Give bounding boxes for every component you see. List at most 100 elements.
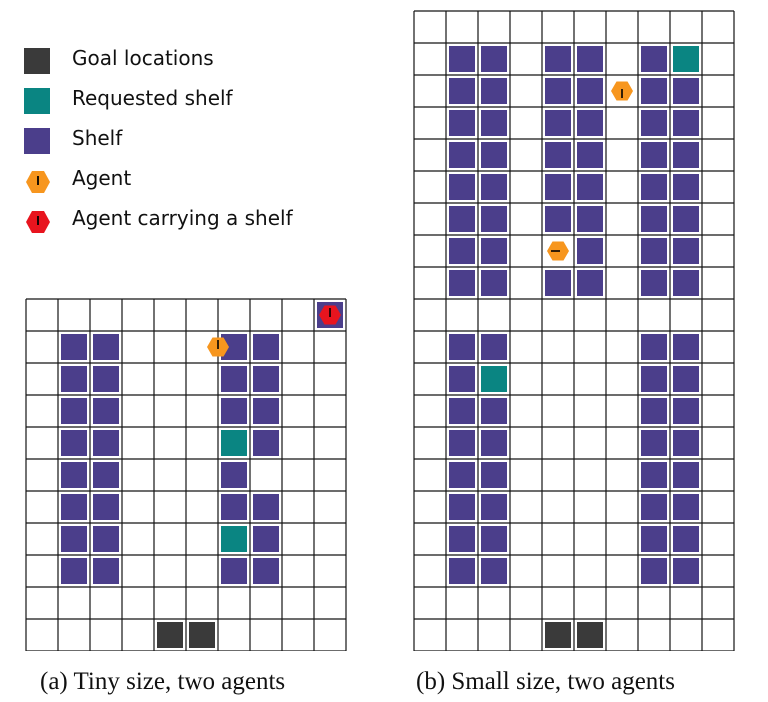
small-shelf [449, 206, 475, 232]
small-shelf [641, 46, 667, 72]
tiny-shelf [253, 366, 279, 392]
small-shelf [481, 526, 507, 552]
small-shelf [449, 366, 475, 392]
tiny-shelf [221, 494, 247, 520]
small-shelf [641, 398, 667, 424]
small-shelf [481, 430, 507, 456]
tiny-shelf [93, 462, 119, 488]
small-warehouse-grid [413, 10, 735, 651]
small-shelf [481, 334, 507, 360]
legend-label-agent: Agent [72, 166, 132, 190]
small-shelf [641, 270, 667, 296]
tiny-shelf [93, 558, 119, 584]
small-requested-shelf [673, 46, 699, 72]
small-shelf [449, 526, 475, 552]
small-shelf [481, 398, 507, 424]
small-shelf [641, 366, 667, 392]
legend-label-shelf: Shelf [72, 126, 123, 150]
small-shelf [673, 494, 699, 520]
small-shelf [481, 206, 507, 232]
small-shelf [449, 238, 475, 264]
small-shelf [673, 398, 699, 424]
small-shelf [641, 174, 667, 200]
tiny-shelf [253, 558, 279, 584]
agent-carrying-shelf-icon [26, 211, 50, 233]
small-shelf [673, 334, 699, 360]
tiny-shelf [61, 398, 87, 424]
small-shelf [545, 206, 571, 232]
small-shelf [449, 142, 475, 168]
small-shelf [641, 206, 667, 232]
tiny-shelf [253, 494, 279, 520]
small-shelf [673, 174, 699, 200]
small-agent [611, 81, 633, 101]
tiny-shelf [61, 334, 87, 360]
small-shelf [577, 110, 603, 136]
small-shelf [545, 270, 571, 296]
small-shelf [449, 110, 475, 136]
small-shelf [641, 558, 667, 584]
small-shelf [673, 558, 699, 584]
small-goal-location [577, 622, 603, 648]
tiny-shelf [61, 366, 87, 392]
tiny-shelf [253, 430, 279, 456]
small-shelf [641, 430, 667, 456]
caption-small: (b) Small size, two agents [416, 668, 675, 695]
small-agent [547, 241, 569, 261]
agent-icon [26, 171, 50, 193]
small-shelf [481, 558, 507, 584]
small-shelf [577, 142, 603, 168]
small-shelf [577, 78, 603, 104]
tiny-shelf [93, 398, 119, 424]
tiny-requested-shelf [221, 430, 247, 456]
tiny-shelf [253, 526, 279, 552]
tiny-requested-shelf [221, 526, 247, 552]
tiny-shelf [253, 334, 279, 360]
small-shelf [641, 462, 667, 488]
shelf-swatch [24, 128, 50, 154]
small-shelf [545, 110, 571, 136]
goal-swatch [24, 48, 50, 74]
small-shelf [641, 238, 667, 264]
small-shelf [673, 462, 699, 488]
small-shelf [449, 494, 475, 520]
tiny-agent [207, 337, 229, 357]
small-shelf [673, 110, 699, 136]
tiny-shelf [61, 430, 87, 456]
tiny-shelf [93, 494, 119, 520]
legend-label-requested: Requested shelf [72, 86, 233, 110]
small-shelf [481, 494, 507, 520]
small-requested-shelf [481, 366, 507, 392]
tiny-shelf [93, 334, 119, 360]
tiny-shelf [61, 526, 87, 552]
small-shelf [641, 78, 667, 104]
small-shelf [641, 526, 667, 552]
small-shelf [545, 142, 571, 168]
small-shelf [545, 46, 571, 72]
tiny-shelf [61, 494, 87, 520]
small-shelf [481, 270, 507, 296]
small-shelf [481, 78, 507, 104]
small-shelf [641, 494, 667, 520]
small-shelf [449, 46, 475, 72]
small-shelf [577, 206, 603, 232]
small-shelf [481, 142, 507, 168]
tiny-shelf [253, 398, 279, 424]
small-shelf [481, 174, 507, 200]
small-shelf [545, 174, 571, 200]
small-shelf [449, 78, 475, 104]
small-shelf [673, 206, 699, 232]
small-shelf [673, 270, 699, 296]
small-shelf [577, 46, 603, 72]
tiny-shelf [221, 558, 247, 584]
small-shelf [545, 78, 571, 104]
small-shelf [673, 142, 699, 168]
small-shelf [577, 174, 603, 200]
small-shelf [481, 110, 507, 136]
small-shelf [577, 238, 603, 264]
small-shelf [641, 110, 667, 136]
small-shelf [449, 430, 475, 456]
tiny-shelf [221, 398, 247, 424]
small-shelf [449, 270, 475, 296]
legend-label-agent-carrying: Agent carrying a shelf [72, 206, 293, 230]
